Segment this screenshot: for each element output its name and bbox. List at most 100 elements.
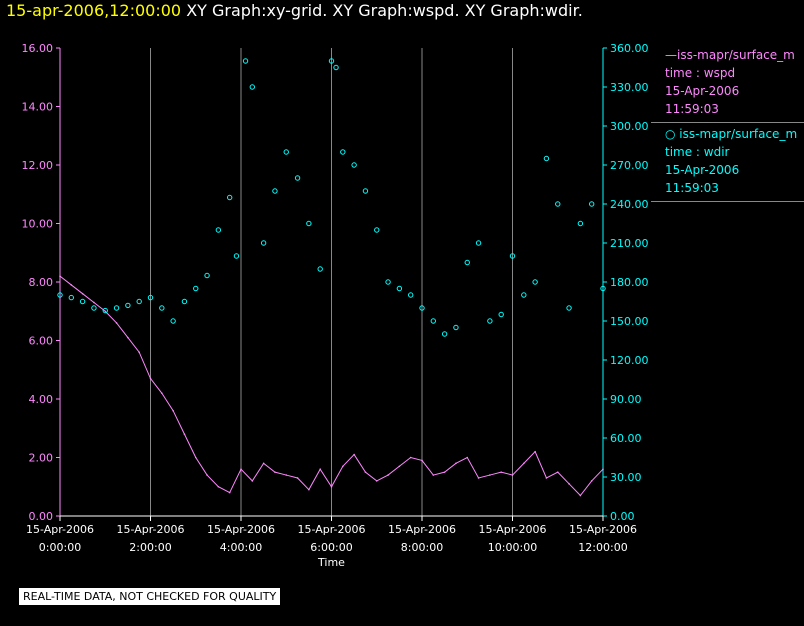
wdir-data-point	[113, 305, 120, 311]
wdir-data-point	[453, 324, 459, 331]
x-tick-time: 8:00:00	[401, 541, 443, 554]
wspd-data-point	[251, 480, 254, 482]
y-right-tick-label: 120.00	[610, 354, 649, 367]
wdir-data-point	[340, 149, 346, 155]
wspd-data-point	[432, 474, 435, 476]
x-tick-date: 15-Apr-2006	[569, 523, 637, 536]
wspd-data-point	[443, 471, 446, 473]
x-axis-label: Time	[317, 556, 345, 569]
x-tick-date: 15-Apr-2006	[207, 523, 275, 536]
wdir-data-point	[170, 318, 176, 324]
y-left-tick-label: 12.00	[22, 159, 54, 172]
wdir-data-point	[317, 266, 323, 272]
wdir-data-point	[509, 253, 516, 259]
wdir-data-point	[407, 292, 414, 298]
wdir-data-point	[396, 285, 403, 292]
wspd-data-point	[556, 471, 559, 473]
wdir-data-point	[555, 201, 561, 207]
wdir-data-point	[588, 201, 595, 207]
title-timestamp: 15-apr-2006,12:00:00	[6, 1, 182, 20]
x-tick-date: 15-Apr-2006	[297, 523, 365, 536]
y-right-tick-label: 90.00	[610, 393, 642, 406]
y-left-tick-label: 6.00	[29, 335, 54, 348]
wdir-data-point	[577, 220, 584, 227]
wspd-data-point	[285, 474, 288, 476]
wdir-data-point	[464, 259, 470, 266]
wdir-data-point	[351, 162, 357, 168]
wdir-data-point	[328, 58, 335, 64]
wdir-data-point	[487, 318, 493, 324]
x-tick-date: 15-Apr-2006	[478, 523, 546, 536]
wdir-data-point	[226, 194, 233, 201]
legend-wdir-date: 15-Apr-2006	[665, 163, 740, 177]
wdir-data-point	[498, 311, 504, 318]
x-tick-date: 15-Apr-2006	[116, 523, 184, 536]
wdir-data-point	[193, 285, 199, 292]
y-left-tick-label: 2.00	[29, 452, 54, 465]
wdir-data-point	[159, 305, 165, 311]
wspd-data-point	[319, 468, 321, 471]
chart-title: 15-apr-2006,12:00:00 XY Graph:xy-grid. X…	[6, 1, 583, 20]
x-tick-time: 0:00:00	[39, 541, 81, 554]
y-left-tick-label: 4.00	[29, 393, 54, 406]
legend-wspd-series: —iss-mapr/surface_m	[665, 48, 795, 62]
wspd-data-point	[274, 471, 276, 473]
wspd-data-point	[81, 292, 84, 295]
wdir-data-point	[543, 155, 550, 162]
y-right-tick-label: 180.00	[610, 276, 649, 289]
wdir-data-point	[260, 240, 267, 246]
legend-wdir-time: 11:59:03	[665, 181, 719, 195]
wspd-data-point	[534, 450, 536, 453]
legend-wspd-date: 15-Apr-2006	[665, 84, 740, 98]
wdir-data-point	[333, 64, 339, 71]
wspd-data-point	[353, 453, 355, 456]
wspd-data-point	[466, 456, 469, 459]
wspd-data-point	[104, 310, 107, 313]
wdir-data-point	[362, 188, 369, 194]
wspd-data-point	[206, 474, 208, 476]
wspd-data-point	[590, 480, 593, 482]
quality-note: REAL-TIME DATA, NOT CHECKED FOR QUALITY	[19, 588, 281, 605]
wspd-data-point	[477, 477, 480, 479]
wspd-data-point	[364, 471, 367, 473]
wspd-data-point	[342, 465, 344, 468]
wspd-data-point	[330, 485, 333, 488]
legend-wspd-field: time : wspd	[665, 66, 736, 80]
y-right-tick-label: 60.00	[610, 432, 642, 445]
wdir-data-point	[249, 84, 256, 90]
wdir-data-point	[521, 292, 527, 298]
wdir-data-point	[374, 227, 380, 233]
wdir-data-point	[125, 302, 131, 309]
x-tick-time: 2:00:00	[129, 541, 171, 554]
wspd-data-point	[172, 409, 174, 412]
y-right-tick-label: 300.00	[610, 120, 649, 133]
legend-separator-bottom	[651, 201, 804, 202]
wspd-data-point	[183, 433, 186, 435]
legend-wdir: ○ iss-mapr/surface_m time : wdir 15-Apr-…	[651, 125, 804, 197]
wspd-data-point	[545, 477, 548, 479]
y-right-tick-label: 30.00	[610, 471, 642, 484]
wdir-data-point	[91, 305, 97, 311]
wdir-data-point	[215, 227, 222, 233]
wspd-data-point	[602, 468, 604, 471]
legend-separator	[651, 122, 804, 123]
y-right-tick-label: 0.00	[610, 510, 635, 523]
wspd-data-point	[579, 494, 582, 497]
y-right-tick-label: 210.00	[610, 237, 649, 250]
y-right-tick-label: 330.00	[610, 81, 649, 94]
wdir-data-point	[475, 240, 482, 246]
title-graph-list: XY Graph:xy-grid. XY Graph:wspd. XY Grap…	[186, 1, 583, 20]
wspd-data-point	[421, 459, 423, 462]
legend-wspd-time: 11:59:03	[665, 102, 719, 116]
y-left-tick-label: 0.00	[29, 510, 54, 523]
wspd-data-point	[308, 488, 310, 491]
wdir-data-point	[57, 292, 63, 298]
legend-wdir-field: time : wdir	[665, 145, 730, 159]
wdir-data-point	[566, 305, 572, 311]
wspd-data-point	[568, 483, 570, 485]
wdir-data-point	[441, 331, 448, 337]
wdir-data-point	[68, 294, 75, 301]
wspd-data-point	[296, 477, 299, 479]
x-tick-time: 4:00:00	[220, 541, 262, 554]
